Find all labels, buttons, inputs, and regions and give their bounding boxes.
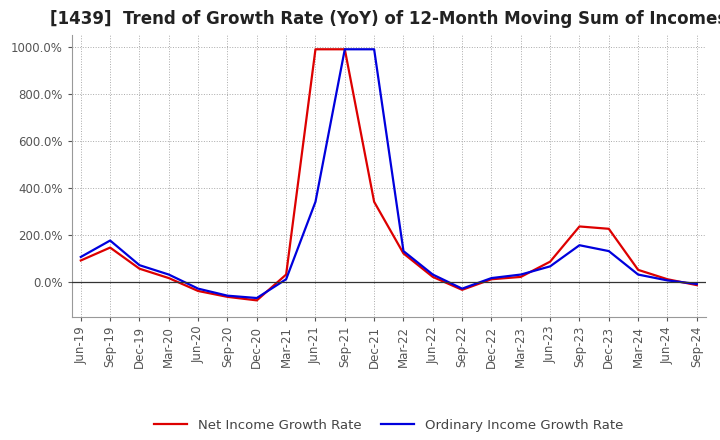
Ordinary Income Growth Rate <box>135 263 144 268</box>
Ordinary Income Growth Rate <box>164 272 173 277</box>
Net Income Growth Rate <box>546 259 554 264</box>
Ordinary Income Growth Rate <box>605 249 613 254</box>
Ordinary Income Growth Rate <box>634 272 642 277</box>
Ordinary Income Growth Rate <box>341 47 349 52</box>
Net Income Growth Rate <box>487 277 496 282</box>
Net Income Growth Rate <box>634 267 642 272</box>
Ordinary Income Growth Rate <box>487 275 496 281</box>
Ordinary Income Growth Rate <box>106 238 114 243</box>
Net Income Growth Rate <box>253 298 261 303</box>
Ordinary Income Growth Rate <box>76 254 85 260</box>
Net Income Growth Rate <box>341 47 349 52</box>
Ordinary Income Growth Rate <box>194 286 202 291</box>
Net Income Growth Rate <box>605 226 613 231</box>
Ordinary Income Growth Rate <box>516 272 525 277</box>
Ordinary Income Growth Rate <box>399 249 408 254</box>
Ordinary Income Growth Rate <box>458 286 467 291</box>
Ordinary Income Growth Rate <box>370 47 379 52</box>
Net Income Growth Rate <box>194 288 202 293</box>
Net Income Growth Rate <box>311 47 320 52</box>
Ordinary Income Growth Rate <box>282 277 290 282</box>
Net Income Growth Rate <box>663 277 672 282</box>
Legend: Net Income Growth Rate, Ordinary Income Growth Rate: Net Income Growth Rate, Ordinary Income … <box>149 414 629 437</box>
Title: [1439]  Trend of Growth Rate (YoY) of 12-Month Moving Sum of Incomes: [1439] Trend of Growth Rate (YoY) of 12-… <box>50 10 720 28</box>
Net Income Growth Rate <box>223 294 232 300</box>
Net Income Growth Rate <box>575 224 584 229</box>
Net Income Growth Rate <box>135 266 144 271</box>
Net Income Growth Rate <box>399 251 408 256</box>
Line: Net Income Growth Rate: Net Income Growth Rate <box>81 49 697 301</box>
Ordinary Income Growth Rate <box>311 199 320 205</box>
Ordinary Income Growth Rate <box>428 272 437 277</box>
Ordinary Income Growth Rate <box>693 281 701 286</box>
Net Income Growth Rate <box>164 275 173 281</box>
Net Income Growth Rate <box>76 258 85 263</box>
Ordinary Income Growth Rate <box>575 242 584 248</box>
Net Income Growth Rate <box>370 199 379 205</box>
Ordinary Income Growth Rate <box>223 293 232 298</box>
Ordinary Income Growth Rate <box>546 264 554 269</box>
Net Income Growth Rate <box>516 274 525 279</box>
Net Income Growth Rate <box>106 245 114 250</box>
Ordinary Income Growth Rate <box>663 278 672 283</box>
Ordinary Income Growth Rate <box>253 295 261 301</box>
Net Income Growth Rate <box>693 282 701 288</box>
Line: Ordinary Income Growth Rate: Ordinary Income Growth Rate <box>81 49 697 298</box>
Net Income Growth Rate <box>428 274 437 279</box>
Net Income Growth Rate <box>458 287 467 293</box>
Net Income Growth Rate <box>282 272 290 277</box>
